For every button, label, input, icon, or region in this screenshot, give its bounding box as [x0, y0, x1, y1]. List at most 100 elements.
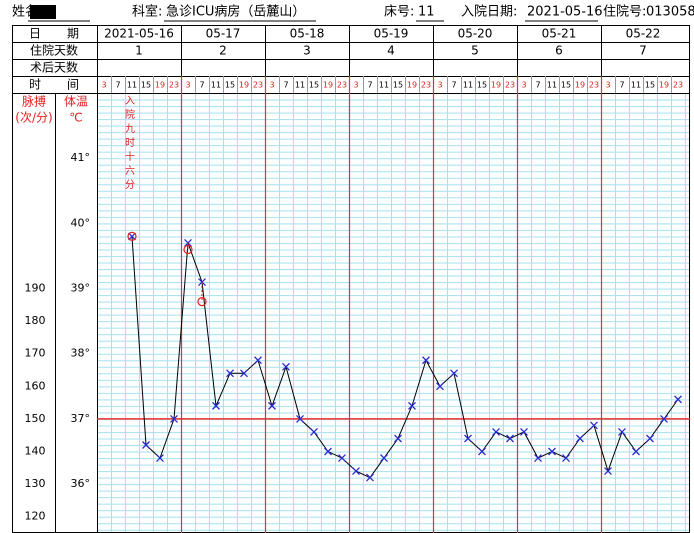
x-tick-label: 23: [169, 81, 179, 90]
dept: 急诊ICU病房（岳麓山）: [166, 4, 305, 20]
temperature-point: [170, 414, 178, 423]
x-tick-label: 3: [353, 81, 358, 90]
hospital-day: 3: [303, 44, 311, 58]
temperature-point: [646, 434, 654, 443]
temperature-point: [520, 428, 528, 436]
no-label: 住院号:: [603, 5, 646, 20]
hospital-day: 5: [471, 44, 479, 58]
x-tick-label: 11: [211, 81, 221, 90]
temperature-point: [366, 473, 374, 482]
temperature-point: [156, 454, 164, 462]
x-tick-label: 23: [337, 81, 347, 90]
temperature-point: [576, 434, 584, 443]
x-tick-label: 11: [295, 81, 305, 90]
date: 2021-05-16: [104, 27, 174, 41]
x-tick-label: 15: [225, 81, 235, 90]
x-tick-label: 19: [407, 81, 417, 90]
grid: [97, 93, 690, 533]
date: 05-22: [626, 27, 661, 41]
temperature-point: [142, 441, 150, 449]
y2-label: 脉搏: [22, 94, 46, 109]
x-tick-label: 23: [253, 81, 263, 90]
x-tick-label: 7: [367, 81, 372, 90]
temperature-point: [464, 434, 472, 443]
x-tick-label: 15: [141, 81, 151, 90]
y2-tick-label: 170: [25, 347, 46, 360]
hospital-day: 7: [639, 44, 647, 58]
y-tick-label: 40°: [71, 216, 91, 229]
y2-tick-label: 150: [25, 412, 46, 425]
hospital-day: 1: [135, 44, 143, 58]
x-tick-label: 23: [421, 81, 431, 90]
date: 05-20: [458, 27, 493, 41]
row-label: 日期: [29, 27, 79, 41]
x-tick-label: 3: [269, 81, 274, 90]
x-tick-label: 15: [393, 81, 403, 90]
temperature-point: [506, 434, 514, 443]
y2-tick-label: 130: [25, 477, 46, 490]
temperature-point: [590, 421, 598, 430]
x-tick-label: 7: [619, 81, 624, 90]
x-tick-label: 11: [547, 81, 557, 90]
x-tick-label: 23: [505, 81, 515, 90]
temperature-point: [436, 382, 444, 391]
temperature-point: [618, 428, 626, 436]
hospital-day: 2: [219, 44, 227, 58]
x-tick-label: 3: [605, 81, 610, 90]
x-tick-label: 11: [127, 81, 137, 90]
date: 05-17: [206, 27, 241, 41]
hospital-day: 4: [387, 44, 395, 58]
temperature-point: [268, 401, 276, 410]
temperature-point: [394, 434, 402, 443]
cooled-point: [183, 244, 193, 255]
x-tick-label: 15: [309, 81, 319, 90]
temperature-point: [324, 447, 332, 456]
temperature-point: [254, 356, 262, 365]
x-tick-label: 23: [673, 81, 683, 90]
temperature-point: [226, 369, 234, 378]
row-label: 时间: [29, 78, 79, 92]
x-tick-label: 11: [379, 81, 389, 90]
temperature-point: [198, 278, 206, 286]
x-tick-label: 11: [463, 81, 473, 90]
temperature-point: [534, 454, 542, 462]
x-tick-label: 11: [631, 81, 641, 90]
x-tick-label: 3: [101, 81, 106, 90]
y2-tick-label: 160: [25, 379, 46, 392]
temperature-point: [310, 428, 318, 436]
x-tick-label: 3: [521, 81, 526, 90]
temperature-point: [660, 414, 668, 423]
y-unit: ℃: [69, 111, 82, 125]
x-tick-label: 19: [575, 81, 585, 90]
temperature-point: [380, 454, 388, 462]
x-tick-label: 15: [645, 81, 655, 90]
x-tick-label: 7: [535, 81, 540, 90]
annotation: 入院九时十六分: [123, 95, 135, 193]
temperature-point: [674, 395, 682, 404]
date: 05-21: [542, 27, 577, 41]
redacted-name: [30, 5, 56, 19]
temperature-point: [562, 454, 570, 462]
y2-tick-label: 180: [25, 314, 46, 327]
row-label: 术后天数: [30, 60, 78, 75]
temperature-point: [338, 454, 346, 462]
temperature-point: [282, 362, 290, 371]
x-tick-label: 3: [437, 81, 442, 90]
x-tick-label: 7: [451, 81, 456, 90]
temperature-point: [422, 356, 430, 365]
hospital-day: 6: [555, 44, 563, 58]
y-tick-label: 41°: [71, 151, 91, 164]
y2-tick-label: 140: [25, 445, 46, 458]
inpatient-no: 013058: [646, 5, 694, 20]
date: 05-18: [290, 27, 325, 41]
x-tick-label: 19: [323, 81, 333, 90]
temperature-point: [296, 414, 304, 423]
dept-label: 科室:: [132, 4, 162, 20]
temperature-point: [548, 447, 556, 456]
x-tick-label: 19: [239, 81, 249, 90]
bed: 11: [418, 5, 435, 20]
y-tick-label: 39°: [71, 282, 91, 295]
x-tick-label: 19: [659, 81, 669, 90]
temperature-point: [128, 232, 136, 241]
